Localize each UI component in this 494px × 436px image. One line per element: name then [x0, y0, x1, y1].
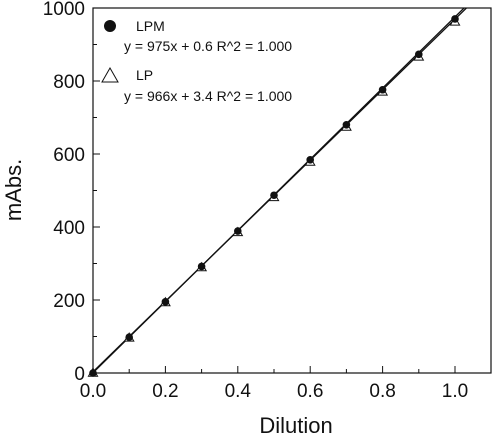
- x-axis-title: Dilution: [259, 413, 332, 436]
- data-point-lpm: [161, 298, 170, 306]
- y-tick-label: 1000: [43, 0, 85, 20]
- data-markers: [87, 15, 461, 377]
- y-tick-label: 0: [74, 364, 85, 385]
- y-axis-title: mAbs.: [1, 159, 26, 221]
- data-point-lpm: [234, 227, 242, 235]
- y-tick-label: 200: [53, 291, 85, 312]
- x-tick-label: 0.8: [369, 381, 395, 402]
- y-tick-label: 600: [53, 145, 85, 166]
- data-point-lpm: [342, 121, 351, 129]
- x-tick-label: 1.0: [442, 381, 468, 402]
- tick-labels: 0.0 0.2 0.4 0.6 0.8 1.0 0 200 400 600 800 1000: [43, 0, 468, 402]
- legend: LPM y = 975x + 0.6 R^2 = 1.000 LP y = 96…: [101, 18, 292, 104]
- y-tick-label: 400: [53, 218, 85, 239]
- data-point-lpm: [89, 369, 97, 377]
- axis-ticks: [92, 7, 456, 374]
- data-point-lpm: [197, 262, 206, 271]
- legend-label-lp: LP: [136, 67, 153, 83]
- fit-line-lp: [93, 8, 468, 373]
- x-tick-label: 0.2: [152, 381, 178, 402]
- fit-lines: [93, 8, 468, 373]
- data-point-lpm: [451, 15, 459, 23]
- y-tick-label: 800: [53, 72, 85, 93]
- x-tick-label: 0.0: [80, 381, 106, 402]
- data-point-lpm: [378, 85, 387, 94]
- data-point-lpm: [270, 191, 278, 200]
- x-tick-label: 0.6: [297, 381, 323, 402]
- legend-marker-lpm: [104, 20, 116, 32]
- legend-equation-lpm: y = 975x + 0.6 R^2 = 1.000: [124, 38, 292, 54]
- data-point-lpm: [415, 50, 423, 59]
- data-point-lpm: [306, 156, 315, 164]
- legend-label-lpm: LPM: [136, 18, 165, 34]
- legend-equation-lp: y = 966x + 3.4 R^2 = 1.000: [124, 88, 292, 104]
- legend-marker-lp: [101, 66, 119, 83]
- data-point-lpm: [125, 333, 133, 342]
- x-tick-label: 0.4: [225, 381, 252, 402]
